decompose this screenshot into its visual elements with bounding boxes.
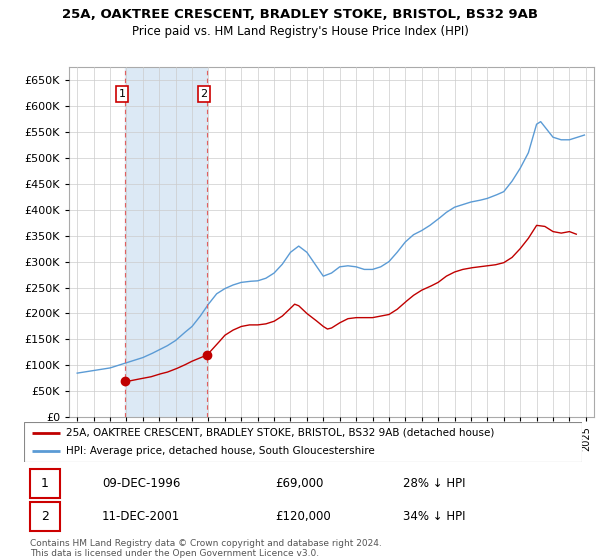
Text: £69,000: £69,000 bbox=[275, 477, 323, 491]
Text: 1: 1 bbox=[119, 88, 125, 99]
Text: £120,000: £120,000 bbox=[275, 510, 331, 524]
Text: 28% ↓ HPI: 28% ↓ HPI bbox=[403, 477, 466, 491]
Text: 11-DEC-2001: 11-DEC-2001 bbox=[102, 510, 181, 524]
FancyBboxPatch shape bbox=[29, 502, 60, 531]
Bar bbox=[125, 67, 207, 417]
FancyBboxPatch shape bbox=[29, 469, 60, 498]
Text: 1: 1 bbox=[41, 477, 49, 491]
Text: 09-DEC-1996: 09-DEC-1996 bbox=[102, 477, 181, 491]
Text: 25A, OAKTREE CRESCENT, BRADLEY STOKE, BRISTOL, BS32 9AB (detached house): 25A, OAKTREE CRESCENT, BRADLEY STOKE, BR… bbox=[66, 428, 494, 438]
Text: HPI: Average price, detached house, South Gloucestershire: HPI: Average price, detached house, Sout… bbox=[66, 446, 374, 456]
Text: Contains HM Land Registry data © Crown copyright and database right 2024.
This d: Contains HM Land Registry data © Crown c… bbox=[30, 539, 382, 558]
FancyBboxPatch shape bbox=[24, 422, 582, 462]
Text: 2: 2 bbox=[41, 510, 49, 524]
Text: 25A, OAKTREE CRESCENT, BRADLEY STOKE, BRISTOL, BS32 9AB: 25A, OAKTREE CRESCENT, BRADLEY STOKE, BR… bbox=[62, 8, 538, 21]
Text: 34% ↓ HPI: 34% ↓ HPI bbox=[403, 510, 466, 524]
Text: 2: 2 bbox=[200, 88, 208, 99]
Text: Price paid vs. HM Land Registry's House Price Index (HPI): Price paid vs. HM Land Registry's House … bbox=[131, 25, 469, 38]
